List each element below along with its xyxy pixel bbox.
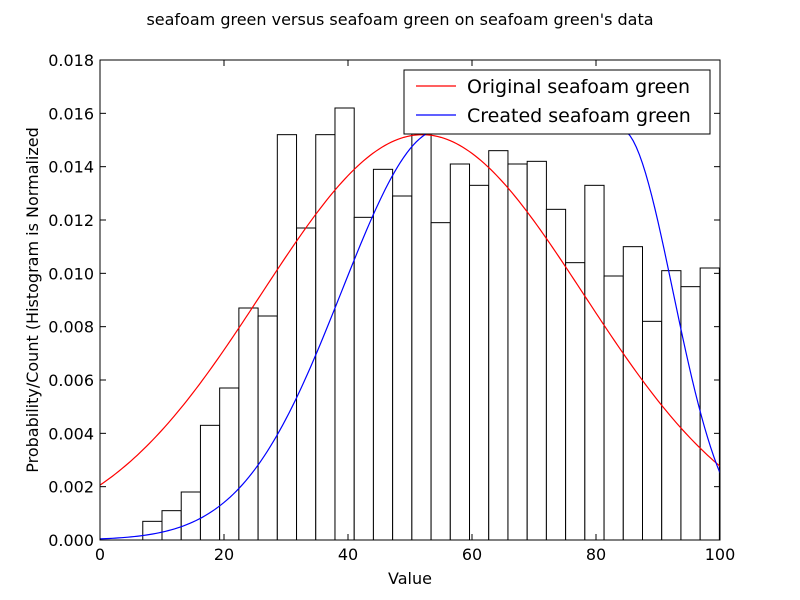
x-tick-label: 20 — [214, 545, 234, 564]
y-tick-label: 0.012 — [48, 211, 94, 230]
series-line-original — [100, 134, 720, 486]
legend-box — [403, 69, 711, 135]
y-tick-label: 0.016 — [48, 104, 94, 123]
histogram-bar — [315, 134, 336, 541]
y-tick-label: 0.000 — [48, 531, 94, 550]
legend: Original seafoam green Created seafoam g… — [403, 69, 711, 135]
histogram-bar — [430, 222, 451, 541]
y-tick-label: 0.002 — [48, 478, 94, 497]
y-tick-label: 0.014 — [48, 158, 94, 177]
x-tick-label: 100 — [705, 545, 736, 564]
histogram-bar — [219, 387, 240, 541]
histogram-bar — [488, 150, 509, 541]
chart-title: seafoam green versus seafoam green on se… — [146, 10, 653, 29]
histogram-bar — [449, 163, 471, 541]
x-axis-ticks: 0 20 40 60 80 100 — [95, 60, 735, 564]
x-tick-label: 40 — [338, 545, 358, 564]
x-tick-label: 60 — [462, 545, 482, 564]
histogram-bar — [507, 163, 528, 541]
legend-label-original: Original seafoam green — [467, 76, 690, 98]
y-axis-label: Probability/Count (Histogram is Normaliz… — [23, 127, 42, 473]
histogram-bar — [545, 208, 567, 541]
legend-label-created: Created seafoam green — [467, 105, 691, 127]
histogram-bar — [296, 227, 317, 541]
histogram-bar — [257, 315, 278, 541]
histogram-bar — [469, 184, 490, 541]
x-tick-label: 0 — [95, 545, 105, 564]
y-tick-label: 0.010 — [48, 264, 94, 283]
y-tick-label: 0.008 — [48, 318, 94, 337]
histogram-bar — [603, 275, 624, 541]
histogram-bar — [199, 424, 221, 541]
y-tick-label: 0.004 — [48, 424, 94, 443]
histogram-bar — [526, 160, 547, 541]
histogram-bar — [565, 262, 586, 541]
histogram-bar — [680, 286, 701, 541]
histogram-bar — [372, 168, 394, 541]
y-axis-ticks: 0.000 0.002 0.004 0.006 0.008 0.010 0.012 0.014… — [48, 51, 720, 550]
histogram-bar — [392, 195, 413, 541]
axes-frame — [99, 59, 721, 541]
histogram-bar — [642, 320, 663, 541]
histogram-bar — [353, 216, 374, 541]
y-tick-label: 0.018 — [48, 51, 94, 70]
x-tick-label: 80 — [586, 545, 606, 564]
histogram-bar — [699, 267, 720, 541]
histogram-bar — [142, 520, 163, 541]
y-tick-label: 0.006 — [48, 371, 94, 390]
histogram-bar — [276, 134, 298, 541]
histogram-bar — [161, 510, 182, 541]
x-axis-label: Value — [388, 569, 432, 588]
histogram-bar — [661, 270, 682, 541]
histogram-bar — [622, 246, 644, 541]
histogram-bar — [180, 491, 201, 541]
histogram-bar — [584, 184, 605, 541]
histogram-bar — [411, 112, 432, 541]
histogram-bar — [238, 307, 259, 541]
